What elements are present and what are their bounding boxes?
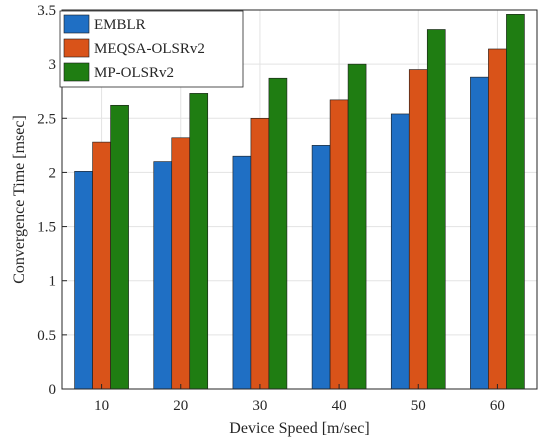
y-tick-label: 2: [49, 165, 57, 181]
bar-mp-olsrv2-20: [189, 93, 209, 390]
bar-mp-olsrv2-60: [506, 14, 525, 390]
bar-mp-olsrv2-50: [426, 29, 446, 390]
bar-mp-olsrv2-30: [268, 77, 288, 390]
bar-meqsa-olsrv2-50: [408, 69, 428, 390]
bar-mp-olsrv2-10: [110, 104, 129, 390]
bar-meqsa-olsrv2-40: [329, 99, 349, 390]
y-tick-label: 1.5: [37, 220, 56, 236]
legend-label: MP-OLSRv2: [94, 65, 174, 81]
bar-meqsa-olsrv2-10: [92, 141, 111, 390]
legend-swatch: [63, 14, 90, 34]
bar-emblr-40: [311, 145, 331, 390]
y-tick-label: 1: [49, 274, 57, 290]
bar-meqsa-olsrv2-60: [488, 48, 507, 390]
y-tick-label: 3.5: [37, 3, 56, 19]
bar-meqsa-olsrv2-20: [171, 137, 191, 390]
x-tick-label: 10: [94, 398, 109, 414]
x-tick-label: 60: [490, 398, 505, 414]
x-tick-label: 50: [411, 398, 426, 414]
x-tick-label: 20: [173, 398, 188, 414]
y-tick-label: 0: [49, 382, 57, 398]
legend: EMBLR MEQSA-OLSRv2 MP-OLSRv2: [59, 10, 244, 88]
bar-emblr-20: [153, 161, 173, 390]
legend-swatch: [63, 38, 90, 58]
legend-entries: EMBLR MEQSA-OLSRv2 MP-OLSRv2: [63, 14, 205, 82]
bar-meqsa-olsrv2-30: [250, 117, 270, 390]
bar-emblr-60: [470, 76, 489, 390]
bar-emblr-50: [390, 113, 410, 390]
ticks: 10 20 30 40 50 60 0 0.5 1 1.5 2 2.5 3 3.5: [37, 3, 505, 414]
bar-emblr-10: [74, 171, 93, 390]
x-axis-label: Device Speed [m/sec]: [229, 420, 369, 437]
x-tick-label: 30: [252, 398, 267, 414]
legend-label: EMBLR: [94, 17, 146, 33]
bar-emblr-30: [232, 155, 252, 390]
legend-label: MEQSA-OLSRv2: [94, 41, 205, 57]
y-tick-label: 0.5: [37, 328, 56, 344]
x-tick-label: 40: [332, 398, 347, 414]
bar-mp-olsrv2-40: [347, 63, 367, 390]
legend-swatch: [63, 62, 90, 82]
y-axis-label: Convergence Time [msec]: [11, 115, 28, 284]
bars: [74, 14, 525, 390]
legend-box: [59, 10, 244, 88]
y-tick-label: 3: [49, 57, 57, 73]
plot-frame: [61, 9, 538, 390]
y-tick-label: 2.5: [37, 111, 56, 127]
